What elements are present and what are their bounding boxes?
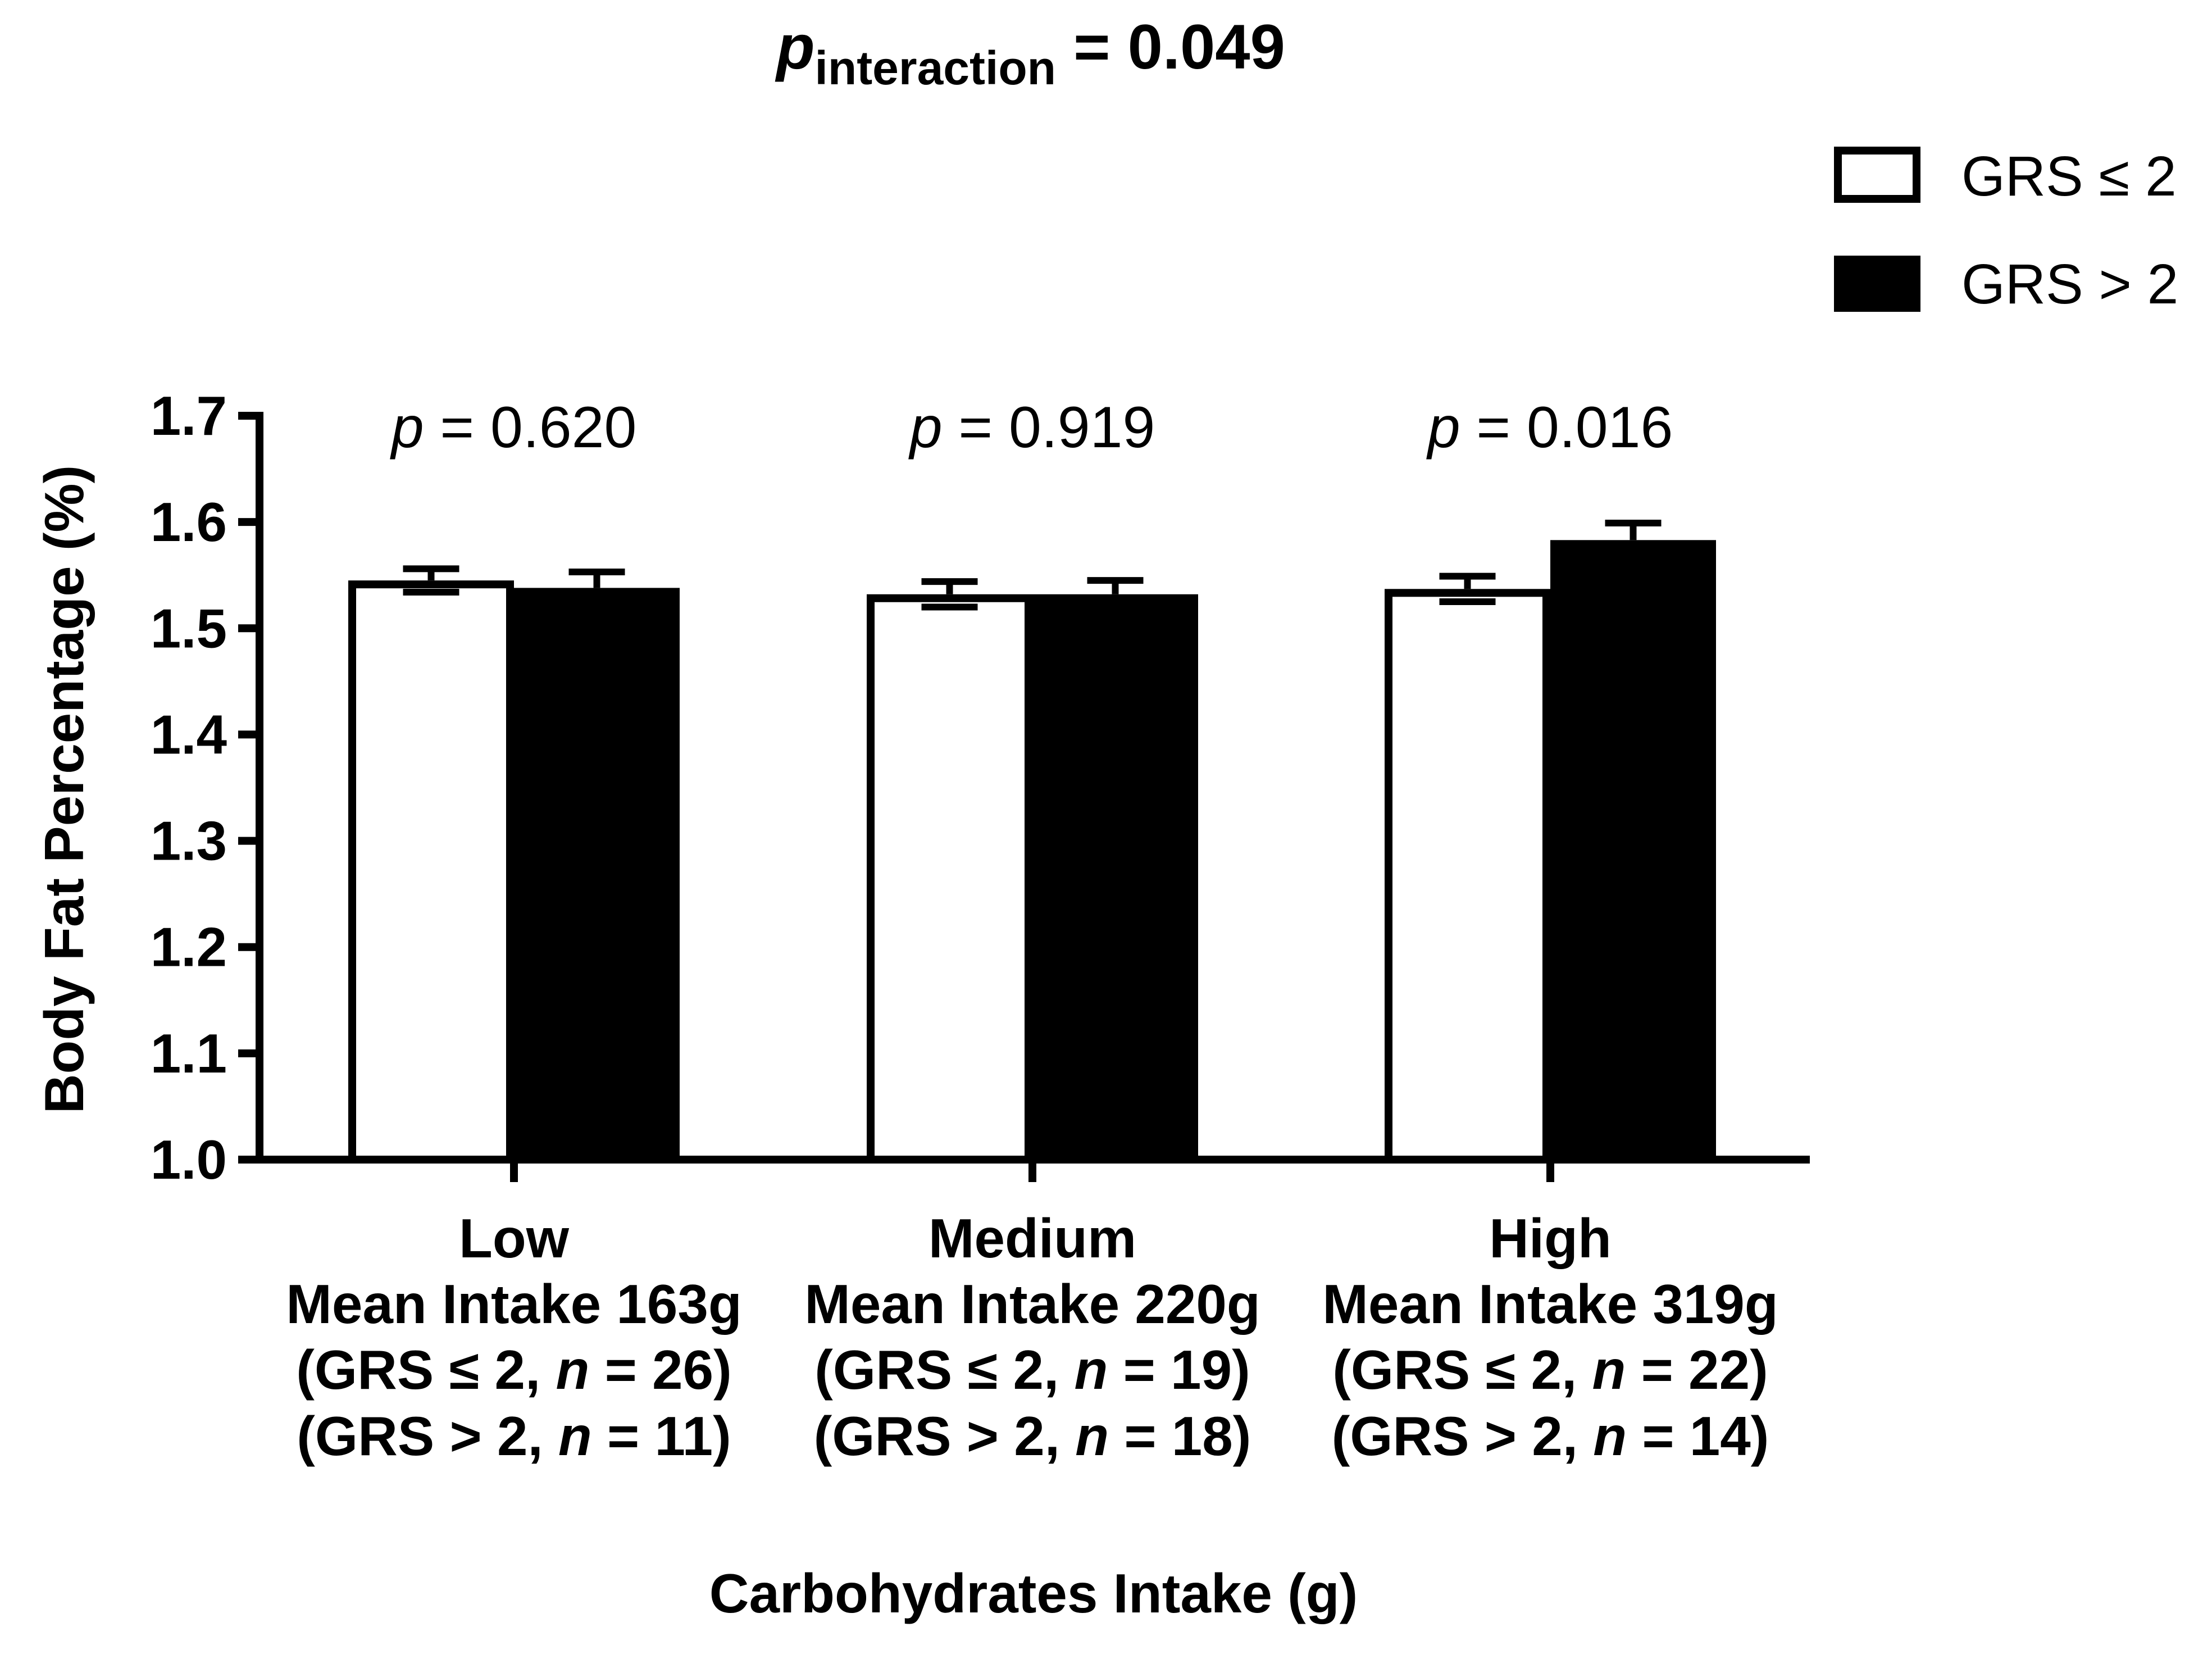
category-label-medium-line-3: (GRS ≤ 2, n = 19) [814, 1339, 1250, 1401]
bar-high-series-2 [1550, 540, 1716, 1160]
category-label-high-line-3: (GRS ≤ 2, n = 22) [1332, 1339, 1768, 1401]
category-label-low-line-3: (GRS ≤ 2, n = 26) [296, 1339, 731, 1401]
legend-label-grs-low: GRS ≤ 2 [1961, 145, 2177, 208]
category-label-high-line-1: High [1489, 1207, 1612, 1269]
y-tick-label-1.5: 1.5 [151, 597, 227, 659]
bar-medium-series-1 [867, 594, 1032, 1164]
category-label-medium-line-4: (GRS > 2, n = 18) [814, 1405, 1251, 1467]
x-axis-title: Carbohydrates Intake (g) [709, 1562, 1358, 1624]
y-tick-label-1.6: 1.6 [151, 491, 227, 553]
axes [256, 412, 1810, 1182]
legend: GRS ≤ 2 GRS > 2 [1834, 145, 2178, 316]
category-label-low-line-4: (GRS > 2, n = 11) [297, 1405, 731, 1467]
category-label-high-line-4: (GRS > 2, n = 14) [1332, 1405, 1769, 1467]
category-label-low-line-2: Mean Intake 163g [286, 1273, 742, 1335]
bar-low-series-2 [514, 588, 680, 1160]
bar-high-series-1 [1385, 589, 1550, 1164]
category-label-high-line-2: Mean Intake 319g [1322, 1273, 1778, 1335]
y-axis-title: Body Fat Percentage (%) [33, 465, 95, 1114]
bars [348, 520, 1716, 1164]
bar-low-series-1 [348, 580, 514, 1164]
y-tick-label-1.1: 1.1 [151, 1023, 227, 1084]
y-tick-label-1.3: 1.3 [151, 810, 227, 872]
category-label-low-line-1: Low [459, 1207, 570, 1269]
y-tick-label-1.2: 1.2 [151, 916, 227, 978]
p-value-annotations: p = 0.620 p = 0.919 p = 0.016 [390, 395, 1673, 460]
legend-swatch-grs-high [1834, 256, 1920, 312]
chart-title: pinteraction = 0.049 [775, 12, 1285, 94]
p-value-low: p = 0.620 [390, 395, 637, 460]
y-tick-label-1.7: 1.7 [151, 385, 227, 447]
legend-label-grs-high: GRS > 2 [1961, 253, 2178, 316]
bar-medium-series-2 [1032, 594, 1198, 1160]
category-label-medium-line-2: Mean Intake 220g [804, 1273, 1260, 1335]
y-tick-label-1.0: 1.0 [151, 1129, 227, 1190]
category-label-medium-line-1: Medium [929, 1207, 1136, 1269]
p-value-medium: p = 0.919 [908, 395, 1155, 460]
y-axis: 1.0 1.1 1.2 1.3 1.4 1.5 1.6 1.7 [151, 385, 260, 1190]
legend-swatch-grs-low [1834, 147, 1920, 203]
y-tick-label-1.4: 1.4 [151, 703, 227, 765]
p-value-high: p = 0.016 [1426, 395, 1673, 460]
